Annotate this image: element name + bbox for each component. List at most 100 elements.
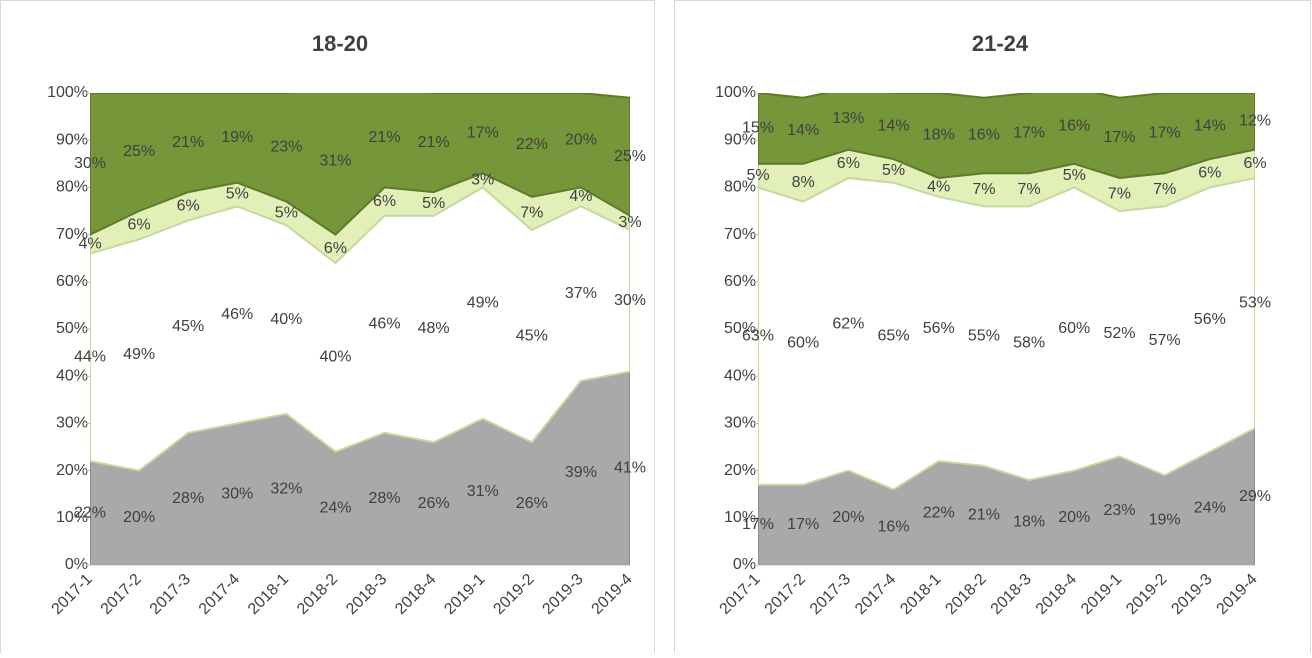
data-label: 20% [1058, 509, 1090, 526]
y-tick-label: 50% [56, 320, 88, 337]
data-label: 18% [923, 127, 955, 144]
data-label: 3% [618, 214, 641, 231]
data-label: 26% [418, 495, 450, 512]
x-tick-label: 2017-3 [807, 571, 854, 618]
data-label: 17% [787, 516, 819, 533]
y-tick-label: 40% [724, 367, 756, 384]
data-label: 6% [324, 240, 347, 257]
data-label: 22% [516, 136, 548, 153]
y-tick-label: 10% [56, 509, 88, 526]
data-label: 46% [369, 315, 401, 332]
y-tick-label: 90% [724, 131, 756, 148]
data-label: 17% [1103, 129, 1135, 146]
data-label: 25% [614, 148, 646, 165]
data-label: 30% [614, 292, 646, 309]
data-label: 52% [1103, 325, 1135, 342]
data-label: 45% [172, 318, 204, 335]
data-label: 7% [520, 205, 543, 222]
data-label: 44% [74, 349, 106, 366]
data-label: 5% [746, 167, 769, 184]
data-label: 56% [923, 320, 955, 337]
data-label: 55% [968, 327, 1000, 344]
data-label: 62% [832, 315, 864, 332]
x-tick-label: 2018-2 [294, 571, 341, 618]
data-label: 19% [1149, 511, 1181, 528]
data-label: 57% [1149, 332, 1181, 349]
x-tick-label: 2017-4 [196, 571, 243, 618]
x-tick-label: 2017-2 [98, 571, 145, 618]
data-label: 58% [1013, 334, 1045, 351]
plot-area [90, 93, 630, 565]
y-tick-label: 80% [724, 179, 756, 196]
data-label: 6% [1198, 164, 1221, 181]
data-label: 48% [418, 320, 450, 337]
x-tick-label: 2019-1 [1078, 571, 1125, 618]
data-label: 4% [569, 188, 592, 205]
data-label: 4% [927, 179, 950, 196]
data-label: 37% [565, 285, 597, 302]
data-label: 21% [369, 129, 401, 146]
data-label: 24% [319, 500, 351, 517]
data-label: 3% [471, 172, 494, 189]
x-tick-label: 2019-1 [441, 571, 488, 618]
data-label: 60% [1058, 320, 1090, 337]
data-label: 24% [1194, 500, 1226, 517]
panel-border [0, 0, 655, 658]
data-label: 28% [369, 490, 401, 507]
x-tick-label: 2018-1 [245, 571, 292, 618]
data-label: 60% [787, 334, 819, 351]
data-label: 46% [221, 306, 253, 323]
data-label: 18% [1013, 514, 1045, 531]
data-label: 20% [565, 131, 597, 148]
data-label: 12% [1239, 113, 1271, 130]
data-label: 30% [221, 485, 253, 502]
data-label: 7% [972, 181, 995, 198]
data-label: 4% [78, 235, 101, 252]
data-label: 29% [1239, 488, 1271, 505]
y-tick-label: 70% [724, 226, 756, 243]
y-tick-label: 100% [715, 84, 756, 101]
y-tick-label: 40% [56, 367, 88, 384]
y-tick-label: 30% [56, 415, 88, 432]
panel-border [674, 0, 1311, 658]
data-label: 32% [270, 481, 302, 498]
x-tick-label: 2018-4 [392, 571, 439, 618]
data-label: 17% [1013, 124, 1045, 141]
data-label: 17% [467, 124, 499, 141]
data-label: 5% [422, 195, 445, 212]
data-label: 8% [792, 174, 815, 191]
x-tick-label: 2018-1 [897, 571, 944, 618]
data-label: 5% [1063, 167, 1086, 184]
x-tick-label: 2018-2 [942, 571, 989, 618]
data-label: 49% [123, 346, 155, 363]
y-tick-label: 100% [47, 84, 88, 101]
x-tick-label: 2017-2 [762, 571, 809, 618]
x-tick-label: 2019-4 [1214, 571, 1261, 618]
data-label: 19% [221, 129, 253, 146]
data-label: 23% [270, 138, 302, 155]
plot-area [758, 93, 1255, 565]
y-tick-label: 90% [56, 131, 88, 148]
data-label: 49% [467, 294, 499, 311]
area [90, 93, 630, 236]
data-label: 5% [226, 186, 249, 203]
x-tick-label: 2019-3 [1168, 571, 1215, 618]
x-tick-label: 2017-1 [717, 571, 764, 618]
data-label: 41% [614, 459, 646, 476]
data-label: 6% [1243, 155, 1266, 172]
data-label: 6% [177, 197, 200, 214]
x-tick-label: 2018-3 [988, 571, 1035, 618]
data-label: 16% [968, 127, 1000, 144]
data-label: 56% [1194, 311, 1226, 328]
data-label: 16% [878, 518, 910, 535]
data-label: 30% [74, 155, 106, 172]
data-label: 26% [516, 495, 548, 512]
data-label: 5% [275, 205, 298, 222]
chart-title: 18-20 [312, 31, 368, 56]
data-label: 14% [787, 122, 819, 139]
y-tick-label: 60% [56, 273, 88, 290]
x-tick-label: 2018-4 [1033, 571, 1080, 618]
y-tick-label: 30% [724, 415, 756, 432]
data-label: 13% [832, 110, 864, 127]
